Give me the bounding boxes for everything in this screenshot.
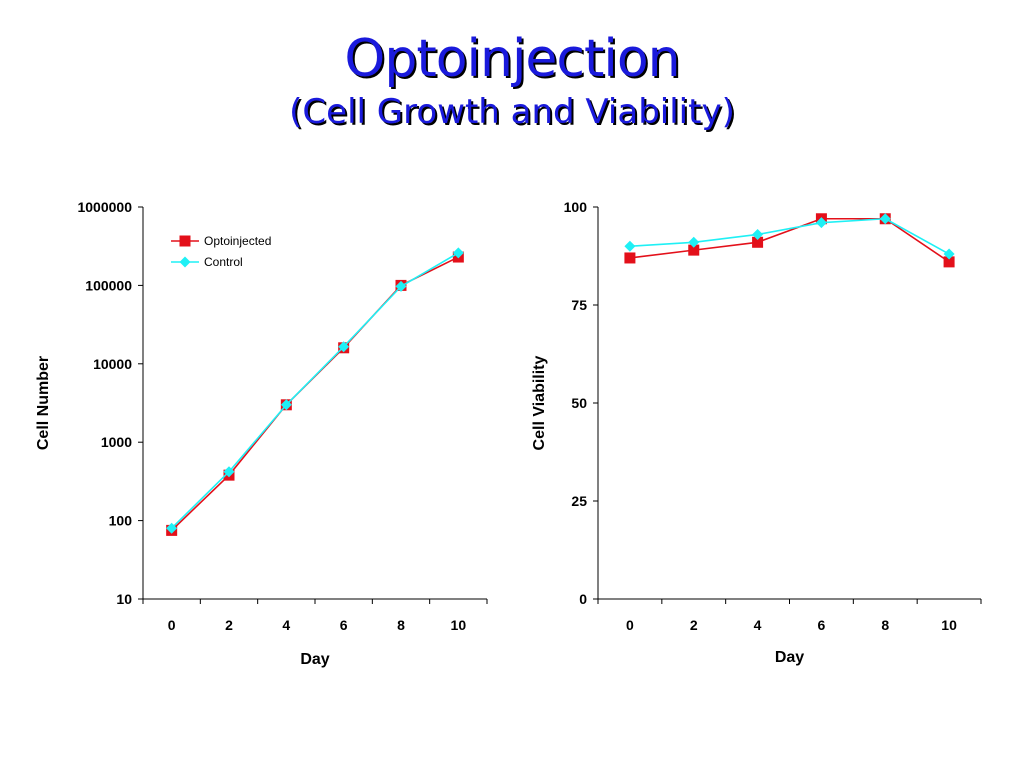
y-tick-label: 50 bbox=[571, 395, 587, 411]
y-tick-label: 75 bbox=[571, 297, 587, 313]
page-subtitle: (Cell Growth and Viability) bbox=[289, 92, 735, 132]
x-tick-label: 2 bbox=[690, 617, 698, 633]
series-line-control bbox=[629, 217, 950, 255]
x-tick-label: 6 bbox=[340, 617, 348, 633]
data-point-control bbox=[815, 217, 827, 229]
data-point-optoinjected bbox=[943, 256, 955, 268]
x-axis-title: Day bbox=[775, 649, 804, 666]
x-tick-label: 0 bbox=[626, 617, 634, 633]
y-tick-label: 0 bbox=[579, 591, 587, 607]
series-line-optoinjected bbox=[629, 217, 950, 263]
data-point-control bbox=[943, 248, 955, 260]
series-line-optoinjected bbox=[171, 256, 459, 531]
x-tick-label: 2 bbox=[225, 617, 233, 633]
x-axis-title: Day bbox=[300, 651, 329, 668]
y-tick-label: 10000 bbox=[93, 356, 132, 372]
data-point-control bbox=[338, 341, 350, 353]
data-point-control bbox=[624, 240, 636, 252]
y-tick-label: 100000 bbox=[85, 277, 132, 293]
data-point-optoinjected bbox=[688, 244, 700, 256]
data-point-control bbox=[395, 280, 407, 292]
series-line-control bbox=[171, 252, 459, 529]
y-axis-title: Cell Number bbox=[35, 356, 52, 450]
chart-cell-viability: 0 25 50 75 100 0 2 4 6 8 10 Day Cell Viability bbox=[531, 199, 982, 666]
x-tick-label: 10 bbox=[941, 617, 957, 633]
data-point-control bbox=[223, 466, 235, 478]
data-point-control bbox=[688, 236, 700, 248]
data-point-optoinjected bbox=[752, 236, 764, 248]
y-tick-label: 10 bbox=[116, 591, 132, 607]
y-tick-label: 25 bbox=[571, 493, 587, 509]
data-point-control bbox=[879, 213, 891, 225]
legend-label: Control bbox=[204, 255, 243, 269]
x-tick-label: 4 bbox=[282, 617, 290, 633]
legend: Optoinjected Control bbox=[171, 234, 271, 269]
x-tick-label: 4 bbox=[754, 617, 762, 633]
page-title: Optoinjection bbox=[344, 29, 680, 89]
data-point-optoinjected bbox=[624, 252, 636, 264]
y-tick-label: 100 bbox=[109, 513, 133, 529]
chart-cell-number: 10 100 1000 10000 100000 1000000 0 2 4 6 8 10 Day Cel… bbox=[35, 199, 488, 668]
y-axis-title: Cell Viability bbox=[531, 355, 548, 450]
x-tick-label: 8 bbox=[881, 617, 889, 633]
x-tick-label: 10 bbox=[451, 617, 467, 633]
legend-marker bbox=[179, 256, 191, 268]
y-tick-label: 100 bbox=[564, 199, 588, 215]
y-tick-label: 1000 bbox=[101, 434, 132, 450]
data-point-control bbox=[280, 399, 292, 411]
legend-label: Optoinjected bbox=[204, 234, 271, 248]
y-tick-label: 1000000 bbox=[77, 199, 132, 215]
x-tick-label: 6 bbox=[818, 617, 826, 633]
title-block: Optoinjection (Cell Growth and Viability… bbox=[0, 28, 1024, 134]
data-point-control bbox=[752, 228, 764, 240]
x-tick-label: 8 bbox=[397, 617, 405, 633]
data-point-control bbox=[166, 522, 178, 534]
data-point-control bbox=[452, 247, 464, 259]
legend-marker bbox=[179, 235, 191, 247]
x-tick-label: 0 bbox=[168, 617, 176, 633]
